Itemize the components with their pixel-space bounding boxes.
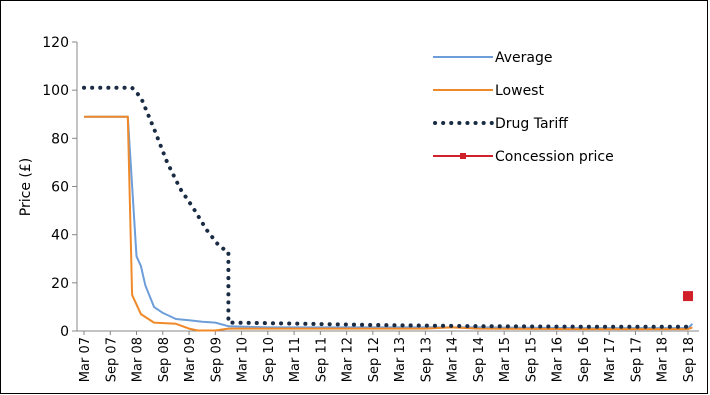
x-tick-label: Mar 10	[236, 337, 251, 382]
x-tick-label: Sep 14	[472, 337, 487, 382]
x-tick-label: Mar 11	[288, 337, 303, 382]
y-tick-label: 80	[51, 131, 69, 147]
x-tick-label: Sep 15	[524, 337, 539, 382]
x-tick-label: Mar 15	[498, 337, 513, 382]
x-tick-label: Sep 12	[367, 337, 382, 382]
x-tick-label: Mar 07	[78, 337, 93, 382]
lowest-line	[84, 115, 693, 332]
y-tick-label: 40	[51, 228, 69, 244]
x-tick-label: Sep 11	[314, 337, 329, 382]
x-tick-label: Sep 09	[209, 337, 224, 382]
legend-label-concession-price: Concession price	[495, 149, 614, 165]
concession-price-point	[683, 291, 693, 302]
y-tick-label: 0	[60, 324, 69, 340]
x-tick-label: Sep 16	[577, 337, 592, 382]
x-tick-label: Mar 13	[393, 337, 408, 382]
x-tick-label: Mar 17	[603, 337, 618, 382]
legend-label-drug-tariff: Drug Tariff	[495, 116, 568, 132]
x-tick-label: Mar 08	[131, 337, 146, 382]
x-tick-label: Sep 07	[104, 337, 119, 382]
x-tick-label: Sep 08	[157, 337, 172, 382]
y-axis-title: Price (£)	[18, 158, 34, 216]
legend-label-average: Average	[495, 50, 553, 66]
y-tick-label: 60	[51, 180, 69, 196]
average-line	[84, 115, 694, 330]
legend-marker-concession-price	[460, 153, 466, 159]
x-tick-label: Sep 10	[262, 337, 277, 382]
x-tick-label: Mar 14	[446, 337, 461, 382]
y-tick-labels: 0 20 40 60 80 100 120	[42, 35, 69, 340]
y-tick-label: 100	[42, 83, 69, 99]
x-tick-label: Mar 18	[656, 337, 671, 382]
x-tick-label: Sep 13	[419, 337, 434, 382]
legend-label-lowest: Lowest	[495, 83, 544, 99]
axes	[72, 41, 699, 335]
x-tick-labels: Mar 07 Sep 07 Mar 08 Sep 08 Mar 09 Sep 09 Mar …	[78, 337, 697, 382]
series-layer	[82, 85, 695, 332]
y-tick-label: 20	[51, 276, 69, 292]
y-tick-label: 120	[42, 35, 69, 51]
drug-tariff-line	[82, 85, 695, 329]
x-tick-label: Sep 17	[629, 337, 644, 382]
x-tick-label: Sep 18	[682, 337, 697, 382]
legend: Average Lowest Drug Tariff Concession price	[433, 50, 614, 165]
x-tick-label: Mar 09	[183, 337, 198, 382]
x-tick-label: Mar 12	[341, 337, 356, 382]
x-tick-label: Mar 16	[551, 337, 566, 382]
